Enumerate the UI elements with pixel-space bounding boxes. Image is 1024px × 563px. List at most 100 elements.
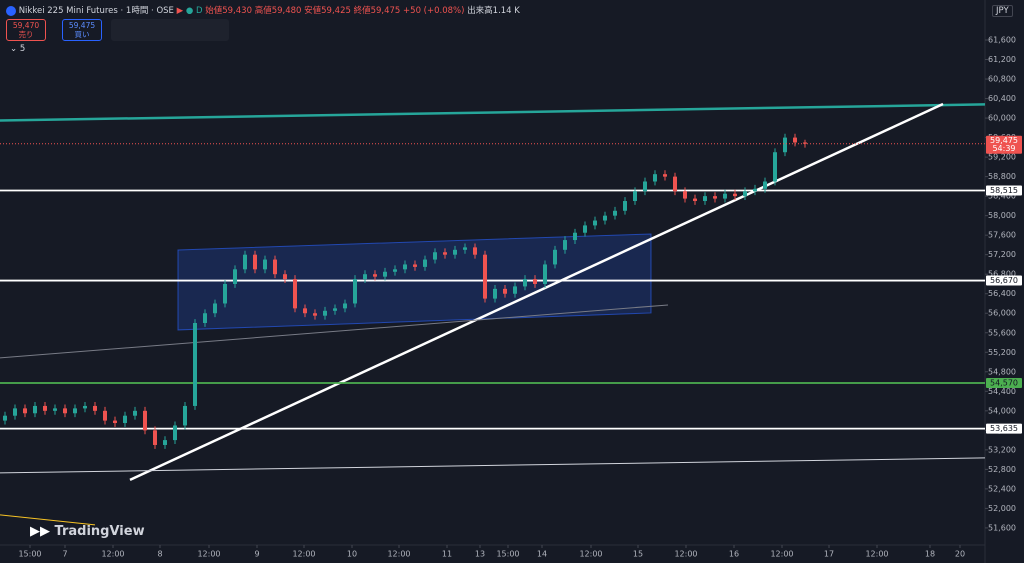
candle-body [253,254,257,270]
level-tag [986,185,1022,196]
candle-body [53,408,57,411]
x-tick-label: 15 [633,550,643,559]
candle-body [83,405,87,409]
candle-body [213,303,217,314]
candle-body [393,269,397,272]
x-tick-label: 12:00 [579,550,602,559]
y-tick-label: 60,000 [988,114,1016,123]
candle-body [683,191,687,199]
low: 安値59,425 [304,6,351,16]
y-tick-label: 58,800 [988,172,1016,181]
candle-body [123,415,127,424]
x-tick-label: 17 [824,550,834,559]
x-tick-label: 12:00 [101,550,124,559]
candle-body [443,252,447,255]
candle-body [743,191,747,197]
sell-button[interactable]: 59,470 売り [6,19,46,41]
x-tick-label: 18 [925,550,935,559]
x-tick-label: 10 [347,550,357,559]
candle-body [793,137,797,143]
x-tick-label: 12:00 [387,550,410,559]
candle-body [503,288,507,294]
candle-body [563,240,567,250]
candle-body [593,220,597,226]
x-tick-label: 12:00 [770,550,793,559]
status: ● D [185,6,203,16]
candle-body [773,152,777,182]
countdown: 54:39 [992,144,1015,153]
level-tag [986,423,1022,434]
candle-body [403,264,407,270]
currency[interactable]: JPY [992,5,1013,17]
candle-body [633,191,637,202]
y-tick-label: 56,800 [988,270,1016,279]
y-tick-label: 60,800 [988,75,1016,84]
sell-label: 売り [18,30,34,39]
y-tick-label: 59,200 [988,153,1016,162]
candle-body [603,215,607,221]
candle-body [33,405,37,414]
y-tick-label: 57,600 [988,231,1016,240]
candle-body [453,249,457,255]
trendline [129,102,944,482]
candle-body [293,279,297,309]
candle-body [643,181,647,192]
candle-body [163,440,167,445]
flag: ▶ [176,6,184,16]
buy-button[interactable]: 59,475 買い [62,19,102,41]
candle-body [273,259,277,275]
candle-body [13,408,17,416]
x-tick-label: 12:00 [292,550,315,559]
candle-body [173,425,177,441]
high: 高値59,480 [254,6,302,16]
candle-body [423,259,427,267]
candle-body [733,193,737,197]
symbol-icon [6,5,16,16]
x-tick-label: 9 [254,550,259,559]
candle-body [553,249,557,265]
candle-body [333,308,337,311]
candle-body [23,408,27,414]
candle-body [783,137,787,153]
y-tick-label: 54,400 [988,387,1016,396]
level-label: 54,570 [990,379,1018,388]
candle-body [383,271,387,277]
last-price-label: 59,475 [990,136,1018,145]
open: 始値59,430 [205,6,252,16]
candle-body [523,279,527,287]
candle-body [583,225,587,233]
candle-body [703,196,707,202]
x-tick-label: 12:00 [674,550,697,559]
candle-body [483,254,487,299]
candle-body [653,174,657,182]
y-tick-label: 61,200 [988,55,1016,64]
indicator[interactable]: ⌄ 5 [10,44,26,54]
buy-label: 買い [74,30,90,39]
close: 終値59,475 [353,6,401,16]
header: Nikkei 225 Mini Futures · 1時間 · OSE ▶ ● … [6,4,520,16]
drawing-toolbar[interactable] [111,19,229,41]
candle-body [203,313,207,323]
y-tick-label: 60,400 [988,94,1016,103]
x-tick-label: 11 [442,550,452,559]
title: Nikkei 225 Mini Futures · 1時間 · OSE [18,6,174,16]
brand-text: TradingView [54,524,145,539]
candle-body [763,181,767,189]
candle-body [153,430,157,445]
candle-body [3,415,7,421]
volume: 出来高1.14 K [467,6,520,16]
x-tick-label: 15:00 [18,550,41,559]
x-tick-label: 8 [157,550,162,559]
y-tick-label: 55,200 [988,348,1016,357]
level-label: 58,515 [990,186,1018,195]
y-tick-label: 57,200 [988,250,1016,259]
candle-body [673,176,677,192]
candle-body [573,232,577,241]
candle-body [473,247,477,255]
candle-body [303,308,307,314]
sell-price: 59,470 [12,21,40,30]
y-tick-label: 56,400 [988,289,1016,298]
candle-body [283,274,287,280]
